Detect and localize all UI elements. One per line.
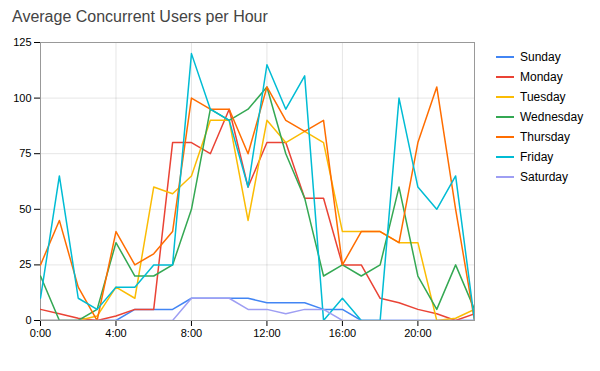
html-text:Monday: Monday <box>520 70 563 84</box>
svg-text:0:00: 0:00 <box>30 327 51 339</box>
svg-text:75: 75 <box>19 147 31 159</box>
html-text:Friday: Friday <box>520 150 554 164</box>
html-text:Average Concurrent Users per H: Average Concurrent Users per Hour <box>12 8 268 25</box>
svg-text:100: 100 <box>13 92 31 104</box>
svg-text:25: 25 <box>19 258 31 270</box>
svg-text:0: 0 <box>25 314 31 326</box>
html-text:Saturday: Saturday <box>520 170 568 184</box>
svg-text:20:00: 20:00 <box>404 327 432 339</box>
html-text:Tuesday: Tuesday <box>520 90 566 104</box>
html-text:Sunday: Sunday <box>520 50 561 64</box>
html-text:Wednesday: Wednesday <box>520 110 584 124</box>
svg-text:50: 50 <box>19 203 31 215</box>
svg-text:12:00: 12:00 <box>253 327 281 339</box>
svg-text:16:00: 16:00 <box>329 327 357 339</box>
svg-text:125: 125 <box>13 36 31 48</box>
svg-text:4:00: 4:00 <box>105 327 126 339</box>
svg-text:8:00: 8:00 <box>181 327 202 339</box>
html-text:Thursday: Thursday <box>520 130 570 144</box>
